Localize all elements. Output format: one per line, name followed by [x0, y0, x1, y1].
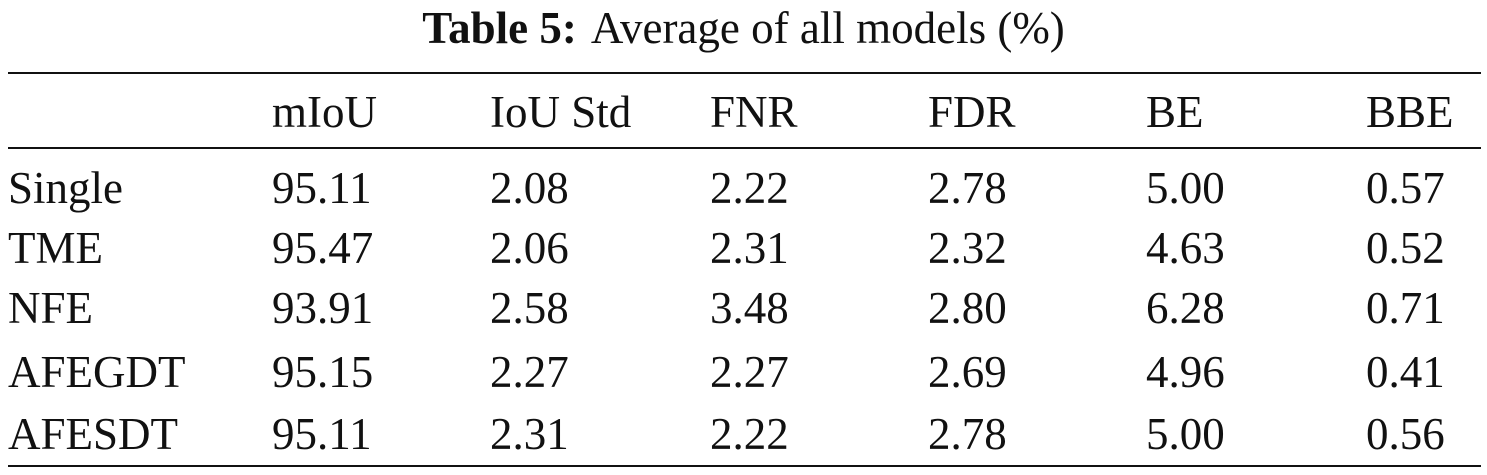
table-cell: 2.78	[928, 163, 1007, 213]
table-cell: 2.69	[928, 347, 1007, 397]
table-cell: 93.91	[272, 283, 374, 333]
table-cell: 95.47	[272, 223, 374, 273]
row-label: AFESDT	[8, 409, 179, 459]
table-cell: 2.06	[490, 223, 569, 273]
column-header: mIoU	[272, 87, 377, 137]
table-cell: 0.56	[1366, 409, 1445, 459]
table-caption-label: Table 5:	[422, 3, 577, 53]
row-label: TME	[8, 223, 103, 273]
column-header: BBE	[1366, 87, 1454, 137]
table-cell: 2.31	[710, 223, 789, 273]
table-cell: 2.80	[928, 283, 1007, 333]
row-label: Single	[8, 163, 124, 213]
table-cell: 95.11	[272, 163, 372, 213]
table-cell: 5.00	[1146, 409, 1225, 459]
table-cell: 2.32	[928, 223, 1007, 273]
table-cell: 0.52	[1366, 223, 1445, 273]
table-cell: 0.57	[1366, 163, 1445, 213]
table-cell: 0.71	[1366, 283, 1445, 333]
table-cell: 95.15	[272, 347, 374, 397]
table-cell: 95.11	[272, 409, 372, 459]
table-cell: 2.27	[490, 347, 569, 397]
table-cell: 2.22	[710, 409, 789, 459]
table-cell: 0.41	[1366, 347, 1445, 397]
table-cell: 2.22	[710, 163, 789, 213]
table-cell: 2.78	[928, 409, 1007, 459]
table-caption: Table 5: Average of all models (%)	[0, 2, 1487, 54]
table-cell: 5.00	[1146, 163, 1225, 213]
header-rule	[8, 147, 1481, 149]
table-cell: 2.31	[490, 409, 569, 459]
column-header: BE	[1146, 87, 1204, 137]
column-header: IoU Std	[490, 87, 632, 137]
table-cell: 3.48	[710, 283, 789, 333]
top-rule	[8, 72, 1481, 74]
table-cell: 2.27	[710, 347, 789, 397]
row-label: NFE	[8, 283, 94, 333]
table-cell: 6.28	[1146, 283, 1225, 333]
bottom-rule	[8, 465, 1481, 467]
table-cell: 2.08	[490, 163, 569, 213]
table-caption-text: Average of all models (%)	[590, 3, 1065, 53]
column-header: FNR	[710, 87, 798, 137]
row-label: AFEGDT	[8, 347, 186, 397]
table-cell: 2.58	[490, 283, 569, 333]
column-header: FDR	[928, 87, 1016, 137]
table-cell: 4.96	[1146, 347, 1225, 397]
table-cell: 4.63	[1146, 223, 1225, 273]
